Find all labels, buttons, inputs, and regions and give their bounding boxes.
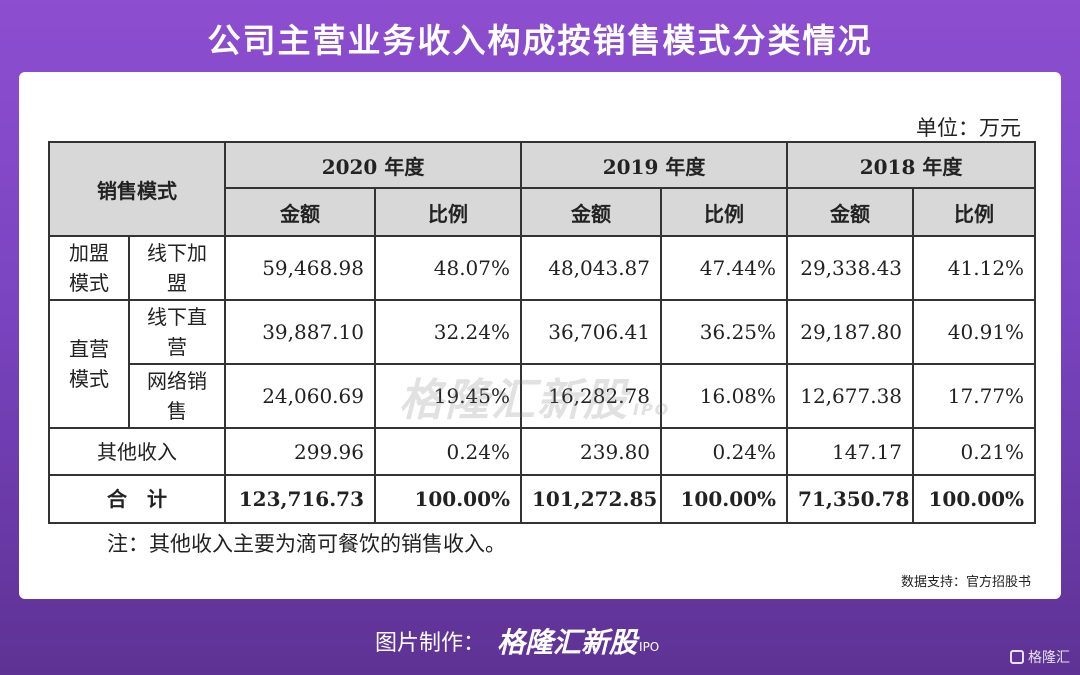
amount-header: 金额: [224, 187, 376, 237]
footnote: 注：其他收入主要为滴可餐饮的销售收入。: [107, 532, 506, 556]
year-header: 2018 年度: [786, 141, 1037, 189]
amount-header: 金额: [786, 187, 915, 237]
amount-cell: 123,716.73: [224, 474, 376, 524]
watermark-brand: 格隆汇新股: [399, 375, 629, 426]
year-header: 2019 年度: [520, 141, 789, 189]
header-row-years: 销售模式 2020 年度 2019 年度 2018 年度: [48, 141, 1037, 237]
watermark: 格隆汇新股 IPO: [399, 364, 670, 428]
ratio-cell: 100.00%: [912, 474, 1037, 524]
amount-cell: 71,350.78: [786, 474, 915, 524]
sub-mode-label: 其他收入: [48, 427, 226, 476]
ratio-cell: 36.25%: [660, 299, 789, 365]
amount-cell: 147.17: [786, 427, 915, 476]
table-row: 加盟模式 线下加盟 59,468.98 48.07% 48,043.87 47.…: [48, 235, 1037, 301]
data-source: 数据支持：官方招股书: [900, 575, 1031, 590]
total-label: 合 计: [48, 474, 226, 524]
mode-header: 销售模式: [48, 141, 226, 237]
footer-tag: IPO: [639, 640, 660, 654]
amount-cell: 29,187.80: [786, 299, 915, 365]
amount-cell: 12,677.38: [786, 363, 915, 429]
corner-logo: 格隆汇: [1010, 647, 1070, 667]
ratio-cell: 0.24%: [373, 427, 523, 476]
ratio-cell: 48.07%: [373, 235, 523, 301]
amount-cell: 239.80: [520, 427, 663, 476]
ratio-cell: 40.91%: [912, 299, 1037, 365]
unit-label: 单位：万元: [916, 116, 1021, 140]
ratio-cell: 0.21%: [912, 427, 1037, 476]
watermark-tag: IPO: [633, 400, 671, 419]
sales-mode-table: 销售模式 2020 年度 2019 年度 2018 年度 金额 比例 金额 比例…: [48, 141, 1037, 524]
table-row: 其他收入 299.96 0.24% 239.80 0.24% 147.17 0.…: [48, 427, 1037, 476]
ratio-cell: 100.00%: [660, 474, 789, 524]
ratio-cell: 41.12%: [912, 235, 1037, 301]
corner-brand: 格隆汇: [1028, 650, 1070, 666]
footer-prefix: 图片制作：: [375, 631, 486, 656]
year-header: 2020 年度: [223, 141, 523, 189]
footer-credit: 图片制作： 格隆汇新股 IPO: [375, 621, 659, 661]
ratio-cell: 19.45%: [373, 363, 523, 429]
amount-cell: 16,282.78: [520, 363, 663, 429]
ratio-cell: 16.08%: [660, 363, 789, 429]
total-row: 合 计 123,716.73 100.00% 101,272.85 100.00…: [48, 474, 1037, 524]
amount-cell: 36,706.41: [520, 299, 663, 365]
ratio-cell: 47.44%: [660, 235, 789, 301]
content-card: 单位：万元 销售模式 2020 年度 2019 年度 2018 年度 金额 比例…: [19, 72, 1061, 599]
ratio-cell: 0.24%: [660, 427, 789, 476]
sub-mode-label: 网络销售: [128, 363, 226, 429]
page-title: 公司主营业务收入构成按销售模式分类情况: [207, 21, 873, 60]
brand-logo-icon: [1010, 650, 1024, 664]
sub-mode-label: 线下加盟: [128, 235, 226, 301]
ratio-header: 比例: [660, 187, 789, 237]
ratio-header: 比例: [912, 187, 1037, 237]
ratio-cell: 100.00%: [373, 474, 523, 524]
header-row-columns: 金额 比例 金额 比例 金额 比例: [49, 187, 1037, 237]
amount-cell: 299.96: [224, 427, 376, 476]
sub-mode-label: 线下直营: [128, 299, 226, 365]
ratio-cell: 17.77%: [912, 363, 1037, 429]
amount-cell: 101,272.85: [520, 474, 663, 524]
group-label-direct: 直营模式: [48, 299, 130, 429]
amount-cell: 39,887.10: [224, 299, 376, 365]
amount-cell: 59,468.98: [224, 235, 376, 301]
amount-header: 金额: [520, 187, 663, 237]
group-label-franchise: 加盟模式: [48, 235, 130, 301]
footer-brand: 格隆汇新股: [497, 626, 638, 659]
amount-cell: 48,043.87: [520, 235, 663, 301]
amount-cell: 24,060.69: [224, 363, 376, 429]
table-row: 网络销售 24,060.69 19.45% 16,282.78 16.08% 1…: [49, 363, 1037, 429]
ratio-header: 比例: [373, 187, 523, 237]
amount-cell: 29,338.43: [786, 235, 915, 301]
table-row: 直营模式 线下直营 39,887.10 32.24% 36,706.41 36.…: [48, 299, 1037, 429]
ratio-cell: 32.24%: [373, 299, 523, 365]
